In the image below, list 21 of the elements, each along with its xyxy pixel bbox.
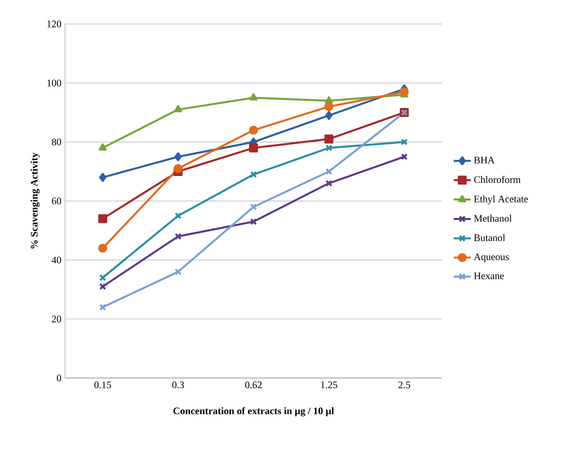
y-tick-label: 20 bbox=[52, 316, 62, 322]
x-tick-label: 0.3 bbox=[172, 382, 184, 388]
x-tick-label: 2.5 bbox=[398, 382, 410, 388]
y-tick-label: 0 bbox=[56, 374, 62, 382]
legend-label: BHA bbox=[474, 156, 495, 164]
x-axis-title: Concentration of extracts in µg / 10 µl bbox=[173, 407, 334, 416]
y-axis-title: % Scavenging Activity bbox=[30, 152, 40, 248]
legend-label: Ethyl Acetate bbox=[474, 195, 528, 204]
legend-label: Hexane bbox=[474, 272, 504, 280]
y-tick-label: 100 bbox=[47, 80, 62, 86]
y-tick-label: 60 bbox=[52, 198, 62, 204]
x-tick-label: 0.15 bbox=[94, 382, 112, 388]
y-tick-label: 80 bbox=[52, 138, 62, 146]
legend-label: Methanol bbox=[474, 214, 512, 222]
x-tick-label: 0.62 bbox=[245, 382, 262, 388]
x-tick-label: 1.25 bbox=[321, 382, 338, 388]
y-tick-label: 40 bbox=[52, 256, 62, 264]
legend-label: Butanol bbox=[474, 234, 506, 242]
y-tick-label: 120 bbox=[47, 20, 62, 28]
legend-label: Chloroform bbox=[474, 176, 521, 183]
legend-label: Aqueous bbox=[474, 254, 509, 262]
